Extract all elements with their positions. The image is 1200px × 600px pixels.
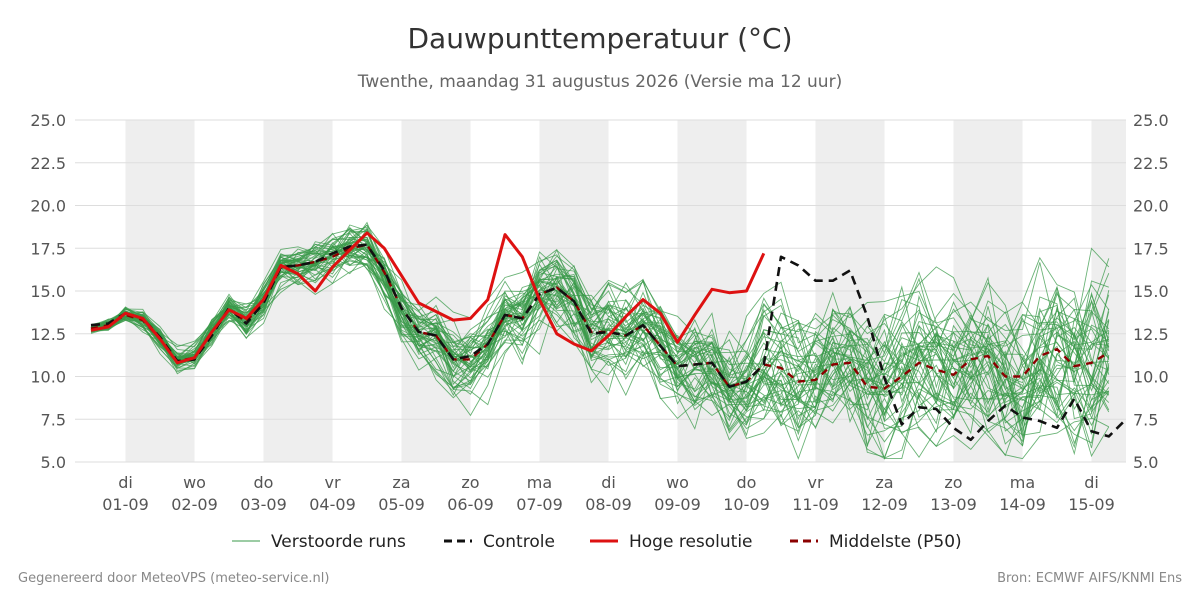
y-tick-label-left: 15.0 bbox=[30, 282, 66, 301]
x-tick-date: 12-09 bbox=[861, 495, 908, 514]
y-tick-label-left: 20.0 bbox=[30, 197, 66, 216]
legend-label-median: Middelste (P50) bbox=[829, 532, 962, 552]
x-tick-day: di bbox=[1084, 473, 1099, 492]
x-tick-date: 03-09 bbox=[240, 495, 287, 514]
legend-label-high_res: Hoge resolutie bbox=[629, 532, 753, 552]
y-axis-left: 5.0 7.5 10.0 12.5 15.0 17.5 20.0 22.5 25.0 bbox=[30, 111, 66, 472]
legend: Verstoorde runs Controle Hoge resolutie Mid… bbox=[232, 532, 962, 552]
x-tick-day: do bbox=[254, 473, 274, 492]
x-tick-date: 09-09 bbox=[654, 495, 701, 514]
ensemble-run-line bbox=[90, 246, 1110, 427]
y-tick-label-left: 17.5 bbox=[30, 239, 66, 258]
ensemble-run-line bbox=[90, 249, 1110, 434]
x-tick-date: 04-09 bbox=[309, 495, 356, 514]
ensemble-run-line bbox=[90, 226, 1110, 451]
chart-subtitle: Twenthe, maandag 31 augustus 2026 (Versi… bbox=[357, 72, 843, 92]
ensemble-run-line bbox=[91, 229, 1110, 459]
y-tick-label-left: 22.5 bbox=[30, 154, 66, 173]
y-tick-label-right: 5.0 bbox=[1133, 453, 1158, 472]
y-tick-label-right: 10.0 bbox=[1133, 368, 1169, 387]
x-tick-date: 08-09 bbox=[585, 495, 632, 514]
high_res-series-line bbox=[90, 231, 766, 365]
y-tick-label-right: 22.5 bbox=[1133, 154, 1169, 173]
x-tick-day: ma bbox=[527, 473, 552, 492]
x-tick-day: zo bbox=[461, 473, 479, 492]
ensemble-run-line bbox=[90, 227, 1110, 443]
x-tick-day: vr bbox=[807, 473, 823, 492]
x-tick-day: ma bbox=[1010, 473, 1035, 492]
x-tick-date: 10-09 bbox=[723, 495, 770, 514]
y-tick-label-right: 25.0 bbox=[1133, 111, 1169, 130]
x-tick-day: vr bbox=[324, 473, 340, 492]
x-tick-day: za bbox=[392, 473, 410, 492]
x-tick-date: 05-09 bbox=[378, 495, 425, 514]
footer-source: Bron: ECMWF AIFS/KNMI Ens bbox=[997, 571, 1182, 586]
x-tick-day: za bbox=[875, 473, 893, 492]
main-series bbox=[90, 231, 1127, 442]
y-axis-right: 5.0 7.5 10.0 12.5 15.0 17.5 20.0 22.5 25.0 bbox=[1133, 111, 1169, 472]
footer-generator: Gegenereerd door MeteoVPS (meteo-service… bbox=[18, 571, 330, 586]
x-tick-date: 13-09 bbox=[930, 495, 977, 514]
ensemble-run-line bbox=[90, 244, 1110, 431]
legend-label-control: Controle bbox=[483, 532, 555, 552]
x-tick-day: wo bbox=[183, 473, 206, 492]
x-tick-day: zo bbox=[944, 473, 962, 492]
x-tick-day: wo bbox=[666, 473, 689, 492]
y-tick-label-right: 12.5 bbox=[1133, 325, 1169, 344]
x-tick-date: 06-09 bbox=[447, 495, 494, 514]
y-tick-label-right: 17.5 bbox=[1133, 239, 1169, 258]
ensemble-run-line bbox=[90, 224, 1110, 416]
chart-title: Dauwpunttemperatuur (°C) bbox=[407, 22, 793, 55]
x-axis: di 01-09 wo 02-09 do 03-09 vr 04-09 za 05-09 zo 06-… bbox=[102, 473, 1115, 514]
ensemble-run-line bbox=[90, 236, 1110, 460]
x-tick-day: di bbox=[118, 473, 133, 492]
x-tick-date: 07-09 bbox=[516, 495, 563, 514]
y-tick-label-left: 25.0 bbox=[30, 111, 66, 130]
y-tick-label-left: 10.0 bbox=[30, 368, 66, 387]
y-tick-label-right: 20.0 bbox=[1133, 197, 1169, 216]
x-tick-date: 11-09 bbox=[792, 495, 839, 514]
legend-label-ensemble: Verstoorde runs bbox=[271, 532, 406, 552]
ensemble-run-line bbox=[90, 232, 1109, 434]
ensemble-run-line bbox=[90, 246, 1110, 428]
y-tick-label-right: 15.0 bbox=[1133, 282, 1169, 301]
x-tick-day: do bbox=[737, 473, 757, 492]
ensemble-run-line bbox=[90, 242, 1110, 430]
x-tick-date: 01-09 bbox=[102, 495, 149, 514]
y-tick-label-right: 7.5 bbox=[1133, 410, 1158, 429]
y-tick-label-left: 5.0 bbox=[41, 453, 66, 472]
x-tick-date: 02-09 bbox=[171, 495, 218, 514]
y-tick-label-left: 12.5 bbox=[30, 325, 66, 344]
x-tick-date: 14-09 bbox=[999, 495, 1046, 514]
ensemble-run-line bbox=[90, 228, 1110, 411]
x-tick-date: 15-09 bbox=[1068, 495, 1115, 514]
x-tick-day: di bbox=[601, 473, 616, 492]
y-tick-label-left: 7.5 bbox=[41, 410, 66, 429]
